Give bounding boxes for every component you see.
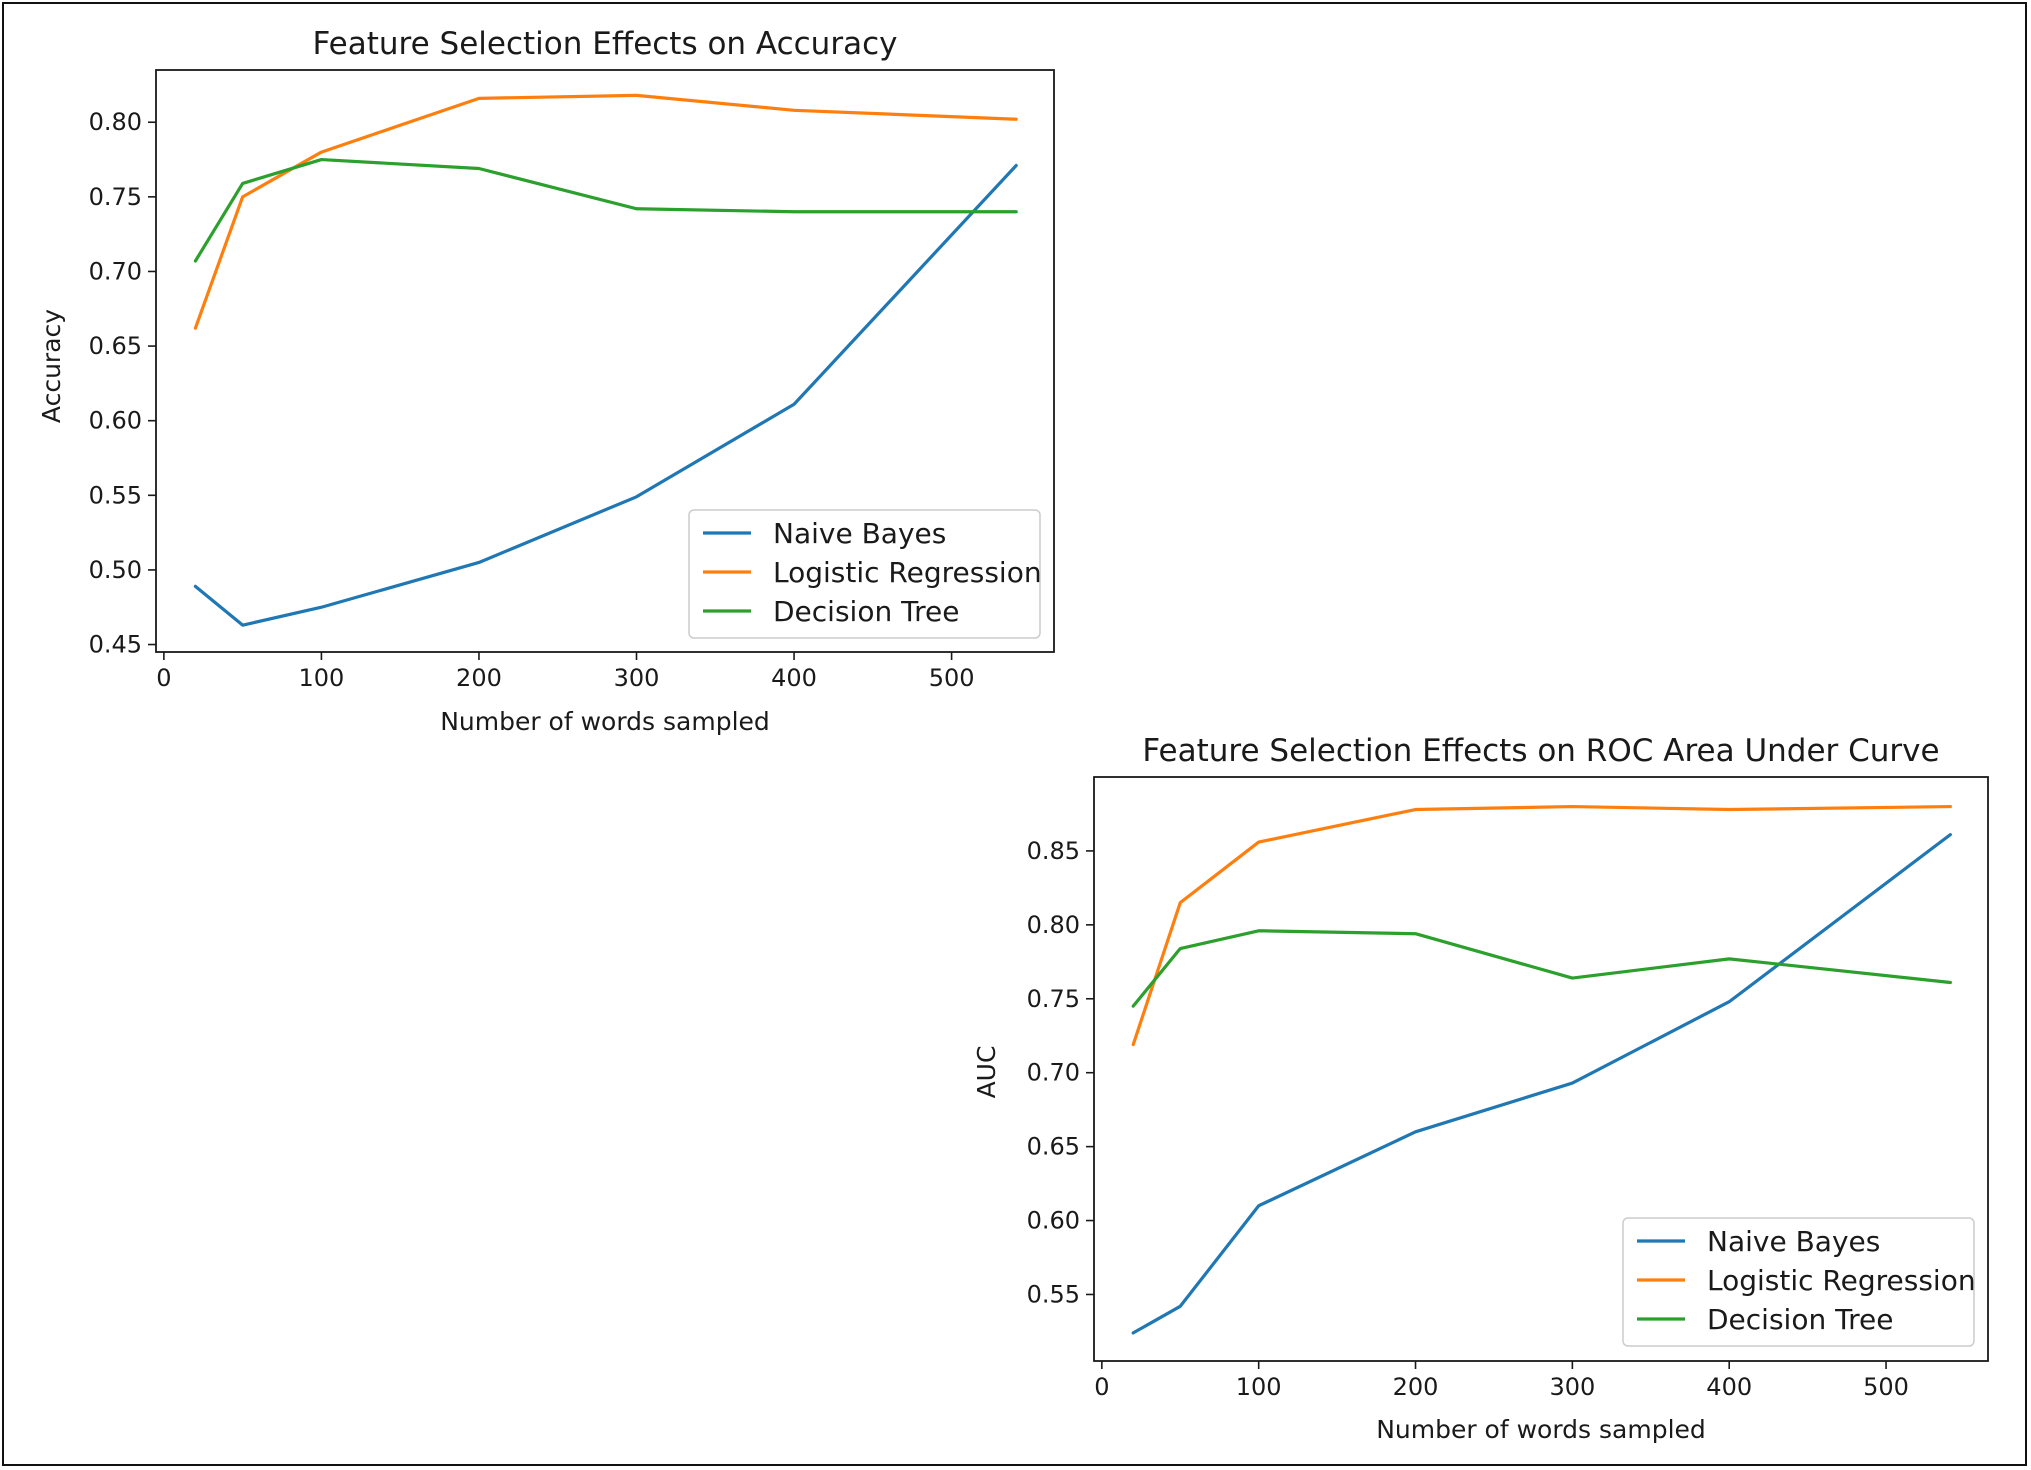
series-line-decision-tree: [193, 157, 1018, 263]
x-tick-label: 200: [456, 664, 502, 692]
y-tick-label: 0.65: [89, 332, 142, 360]
x-tick-label: 0: [1094, 1373, 1109, 1401]
plot-area: [155, 69, 1055, 653]
y-tick-label: 0.65: [1027, 1133, 1080, 1161]
series-line-naive-bayes: [193, 163, 1018, 627]
x-tick-label: 300: [614, 664, 660, 692]
legend-box: [688, 509, 1041, 639]
x-tick-label: 400: [771, 664, 817, 692]
x-tick-label: 500: [1863, 1373, 1909, 1401]
chart-title: Feature Selection Effects on Accuracy: [313, 26, 898, 62]
x-tick-label: 100: [1236, 1373, 1282, 1401]
accuracy-chart: Feature Selection Effects on Accuracy Nu…: [37, 26, 1055, 736]
legend-entry-label: Naive Bayes: [773, 517, 946, 550]
y-tick-label: 0.75: [1027, 985, 1080, 1013]
y-tick-label: 0.55: [89, 481, 142, 509]
y-axis-label: Accuracy: [37, 309, 66, 423]
series-line-decision-tree: [1131, 929, 1952, 1008]
y-tick-label: 0.45: [89, 631, 142, 659]
legend-entry-label: Logistic Regression: [773, 556, 1042, 589]
x-tick-label: 200: [1393, 1373, 1439, 1401]
y-tick-label: 0.70: [1027, 1059, 1080, 1087]
chart-title: Feature Selection Effects on ROC Area Un…: [1142, 733, 1939, 769]
y-tick-label: 0.70: [89, 257, 142, 285]
x-tick-label: 300: [1549, 1373, 1595, 1401]
axis-ticks: 0 100 200 300 400 500 0.55 0.60 0.65 0.70 0.75 0.80…: [1027, 837, 1909, 1401]
series-line-naive-bayes: [1131, 833, 1952, 1335]
series-line-logistic-regression: [193, 93, 1018, 330]
x-axis-label: Number of words sampled: [440, 707, 770, 736]
series-line-logistic-regression: [1131, 804, 1952, 1047]
y-tick-label: 0.80: [89, 108, 142, 136]
legend-entry-label: Decision Tree: [1707, 1303, 1893, 1336]
x-tick-label: 100: [299, 664, 345, 692]
y-tick-label: 0.85: [1027, 837, 1080, 865]
y-tick-label: 0.75: [89, 183, 142, 211]
y-tick-label: 0.55: [1027, 1280, 1080, 1308]
plot-area: [1093, 776, 1989, 1362]
series-lines: [193, 93, 1018, 627]
legend-entry-label: Decision Tree: [773, 595, 959, 628]
legend-box: [1622, 1217, 1975, 1347]
y-axis-label: AUC: [972, 1046, 1001, 1099]
x-tick-label: 0: [156, 664, 171, 692]
x-tick-label: 500: [929, 664, 975, 692]
legend: Naive Bayes Logistic Regression Decision T…: [688, 509, 1042, 639]
legend-entry-label: Logistic Regression: [1707, 1264, 1976, 1297]
auc-chart: Feature Selection Effects on ROC Area Un…: [972, 733, 1989, 1444]
y-tick-label: 0.60: [1027, 1207, 1080, 1235]
series-lines: [1131, 804, 1952, 1335]
axis-ticks: 0 100 200 300 400 500 0.45 0.50 0.55 0.60 0.65 0.70…: [89, 108, 975, 692]
legend-entry-label: Naive Bayes: [1707, 1225, 1880, 1258]
y-tick-label: 0.50: [89, 556, 142, 584]
y-tick-label: 0.80: [1027, 911, 1080, 939]
legend: Naive Bayes Logistic Regression Decision T…: [1622, 1217, 1976, 1347]
y-tick-label: 0.60: [89, 407, 142, 435]
x-axis-label: Number of words sampled: [1376, 1415, 1706, 1444]
x-tick-label: 400: [1706, 1373, 1752, 1401]
